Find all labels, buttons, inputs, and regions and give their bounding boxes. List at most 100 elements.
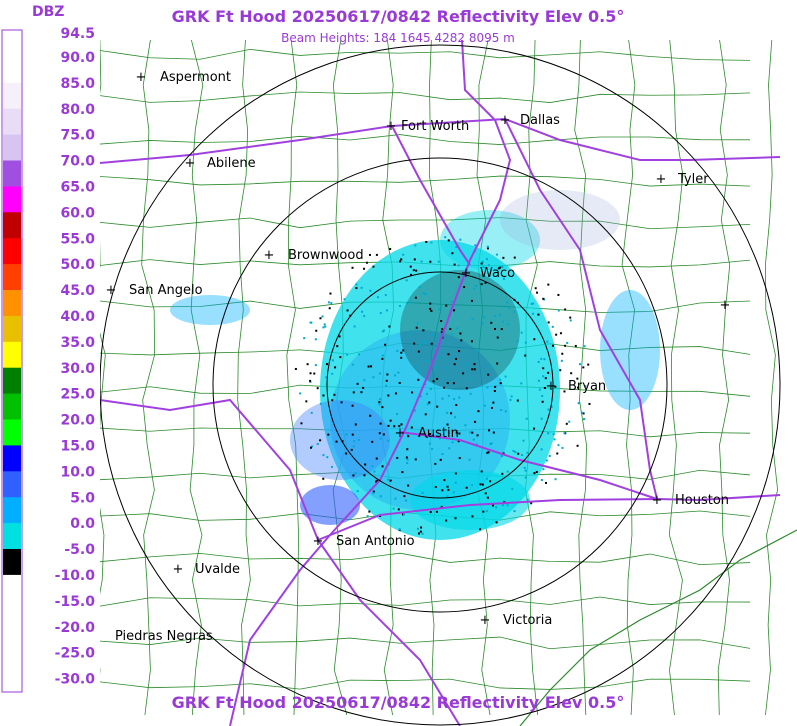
echo-speck bbox=[504, 375, 507, 378]
echo-speck bbox=[459, 238, 462, 241]
echo-speck bbox=[538, 388, 541, 391]
echo-speck bbox=[403, 513, 406, 516]
echo-speck bbox=[314, 364, 317, 367]
legend-swatch bbox=[3, 160, 21, 187]
county-line bbox=[99, 48, 751, 61]
echo-speck bbox=[450, 300, 453, 303]
echo-speck bbox=[294, 367, 297, 370]
echo-speck bbox=[413, 342, 416, 345]
echo-speck bbox=[565, 422, 568, 425]
echo-speck bbox=[440, 505, 443, 508]
city-marker: + bbox=[386, 119, 397, 134]
echo-speck bbox=[513, 311, 516, 314]
echo-speck bbox=[422, 329, 425, 332]
echo-speck bbox=[321, 315, 324, 318]
county-line bbox=[621, 39, 636, 716]
county-line bbox=[99, 596, 751, 607]
echo-speck bbox=[345, 353, 348, 356]
legend-label: -15.0 bbox=[55, 594, 96, 610]
city-label: Abilene bbox=[207, 156, 256, 171]
echo-speck bbox=[448, 447, 451, 450]
echo-speck bbox=[450, 412, 453, 415]
echo-speck bbox=[547, 371, 550, 374]
legend-swatch bbox=[3, 497, 21, 524]
echo-speck bbox=[523, 466, 526, 469]
echo-speck bbox=[388, 325, 391, 328]
echo-speck bbox=[502, 256, 505, 259]
echo-speck bbox=[405, 499, 408, 502]
echo-speck bbox=[495, 506, 498, 509]
echo-speck bbox=[480, 470, 483, 473]
echo-speck bbox=[310, 321, 313, 324]
echo-speck bbox=[381, 354, 384, 357]
echo-speck bbox=[405, 279, 408, 282]
echo-speck bbox=[487, 451, 490, 454]
echo-speck bbox=[319, 317, 322, 320]
echo-speck bbox=[551, 344, 554, 347]
echo-speck bbox=[421, 491, 424, 494]
echo-speck bbox=[409, 332, 412, 335]
echo-speck bbox=[453, 363, 456, 366]
legend-label: 75.0 bbox=[60, 128, 95, 144]
legend-label: 94.5 bbox=[60, 26, 95, 42]
echo-speck bbox=[477, 410, 480, 413]
echo-speck bbox=[325, 363, 328, 366]
county-line bbox=[99, 217, 751, 230]
echo-speck bbox=[443, 386, 446, 389]
echo-speck bbox=[470, 299, 473, 302]
echo-speck bbox=[327, 301, 330, 304]
echo-speck bbox=[446, 382, 449, 385]
echo-speck bbox=[513, 256, 516, 259]
legend-label: 25.0 bbox=[60, 387, 95, 403]
echo-speck bbox=[541, 394, 544, 397]
echo-speck bbox=[340, 401, 343, 404]
echo-speck bbox=[414, 244, 417, 247]
echo-speck bbox=[419, 530, 422, 533]
echo-speck bbox=[488, 429, 491, 432]
echo-speck bbox=[501, 266, 504, 269]
echo-speck bbox=[363, 474, 366, 477]
echo-speck bbox=[576, 377, 579, 380]
echo-speck bbox=[547, 321, 550, 324]
legend-swatch bbox=[3, 31, 21, 58]
echo-speck bbox=[485, 510, 488, 513]
legend-swatch bbox=[3, 549, 21, 576]
echo-speck bbox=[459, 332, 462, 335]
echo-speck bbox=[400, 351, 403, 354]
echo-speck bbox=[363, 315, 366, 318]
legend-swatch bbox=[3, 471, 21, 498]
echo-speck bbox=[504, 410, 507, 413]
echo-speck bbox=[465, 486, 468, 489]
echo-speck bbox=[399, 260, 402, 263]
echo-speck bbox=[354, 423, 357, 426]
echo-speck bbox=[490, 321, 493, 324]
echo-speck bbox=[457, 440, 460, 443]
echo-speck bbox=[441, 489, 444, 492]
echo-speck bbox=[477, 349, 480, 352]
echo-speck bbox=[540, 357, 543, 360]
city-marker: + bbox=[546, 379, 557, 394]
city-marker: + bbox=[106, 283, 117, 298]
county-line bbox=[141, 39, 155, 716]
echo-speck bbox=[533, 472, 536, 475]
county-line bbox=[99, 91, 751, 103]
echo-speck bbox=[460, 339, 463, 342]
echo-speck bbox=[379, 312, 382, 315]
echo-speck bbox=[384, 294, 387, 297]
city-marker: + bbox=[264, 248, 275, 263]
echo-speck bbox=[429, 307, 432, 310]
echo-speck bbox=[420, 526, 423, 529]
echo-speck bbox=[548, 454, 551, 457]
echo-speck bbox=[379, 422, 382, 425]
echo-speck bbox=[415, 326, 418, 329]
echo-speck bbox=[447, 488, 450, 491]
echo-speck bbox=[444, 236, 447, 239]
echo-speck bbox=[335, 440, 338, 443]
echo-speck bbox=[429, 260, 432, 263]
echo-speck bbox=[375, 457, 378, 460]
echo-speck bbox=[508, 306, 511, 309]
echo-speck bbox=[299, 392, 302, 395]
echo-speck bbox=[412, 269, 415, 272]
i-37 bbox=[317, 539, 461, 726]
echo-speck bbox=[413, 258, 416, 261]
